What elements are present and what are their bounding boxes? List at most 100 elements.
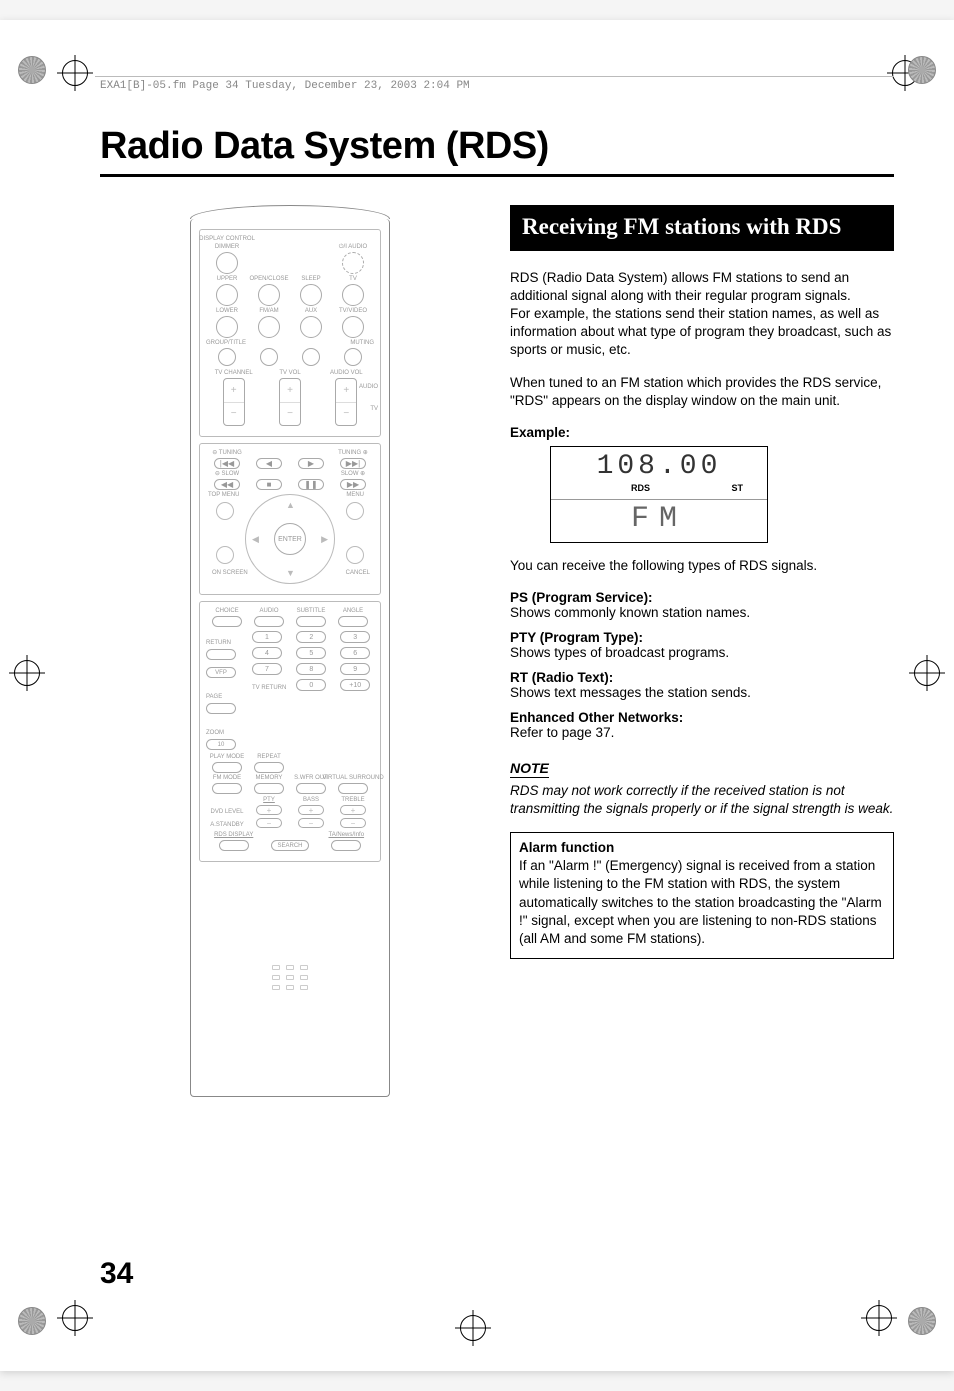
label-sleep: SLEEP <box>301 276 320 282</box>
label-tuning-down: ⊖ TUNING <box>212 450 242 456</box>
muting-button[interactable] <box>344 348 362 366</box>
playmode-button[interactable] <box>212 762 242 773</box>
label-treble: TREBLE <box>341 797 364 803</box>
memory-button[interactable] <box>254 783 284 794</box>
vsurround-button[interactable] <box>338 783 368 794</box>
play-button[interactable]: ▶ <box>298 458 324 469</box>
lower-button[interactable] <box>216 316 238 338</box>
next-group-button[interactable] <box>260 348 278 366</box>
angle-button[interactable] <box>338 616 368 627</box>
dimmer-button[interactable] <box>216 252 238 274</box>
swfrout-button[interactable] <box>296 783 326 794</box>
label-side-audio: AUDIO <box>359 384 378 390</box>
key-6[interactable]: 6 <box>340 647 370 659</box>
remote-panel-transport: ⊖ TUNING|◀◀ ◀ ▶ TUNING ⊕▶▶| ⊖ SLOW◀◀ ■ ❚… <box>199 443 381 595</box>
bass-down[interactable]: − <box>298 818 324 828</box>
key-10[interactable]: 10 <box>206 739 236 750</box>
register-mark-icon <box>866 1305 892 1331</box>
label-menu: MENU <box>346 492 364 498</box>
label-tanews: TA/News/Info <box>328 832 364 838</box>
key-3[interactable]: 3 <box>340 631 370 643</box>
dpad-down[interactable]: ▼ <box>286 568 295 578</box>
header-rule <box>95 76 894 77</box>
page-button[interactable] <box>206 703 236 714</box>
label-vsurround: VIRTUAL SURROUND <box>322 775 383 781</box>
loop-button[interactable] <box>302 348 320 366</box>
pty-up[interactable]: + <box>256 805 282 815</box>
key-1[interactable]: 1 <box>252 631 282 643</box>
signal-title: PS (Program Service): <box>510 590 894 605</box>
treble-up[interactable]: + <box>340 805 366 815</box>
cancel-button[interactable] <box>346 546 364 564</box>
subtitle-button[interactable] <box>296 616 326 627</box>
label-rdsdisplay: RDS DISPLAY <box>214 832 253 838</box>
slow-down-button[interactable]: ◀◀ <box>214 479 240 490</box>
tuning-down-button[interactable]: |◀◀ <box>214 458 240 469</box>
key-9[interactable]: 9 <box>340 663 370 675</box>
stop-button[interactable]: ■ <box>256 479 282 490</box>
prev-group-button[interactable] <box>218 348 236 366</box>
section-heading: Receiving FM stations with RDS <box>510 205 894 251</box>
key-0[interactable]: 0 <box>296 679 326 691</box>
choice-button[interactable] <box>212 616 242 627</box>
label-upper: UPPER <box>217 276 238 282</box>
key-7[interactable]: 7 <box>252 663 282 675</box>
signal-desc: Shows text messages the station sends. <box>510 685 894 700</box>
tvvideo-button[interactable] <box>342 316 364 338</box>
alarm-title: Alarm function <box>519 839 885 857</box>
dpad-right[interactable]: ▶ <box>321 534 328 545</box>
audiovol-rocker[interactable]: +− <box>335 378 357 426</box>
fmmode-button[interactable] <box>212 783 242 794</box>
tvchannel-rocker[interactable]: +− <box>223 378 245 426</box>
tvvol-rocker[interactable]: +− <box>279 378 301 426</box>
page: EXA1[B]-05.fm Page 34 Tuesday, December … <box>0 20 954 1371</box>
fmam-button[interactable] <box>258 316 280 338</box>
key-4[interactable]: 4 <box>252 647 282 659</box>
aux-button[interactable] <box>300 316 322 338</box>
sleep-button[interactable] <box>300 284 322 306</box>
title-rule <box>100 174 894 177</box>
search-button[interactable]: SEARCH <box>271 840 309 851</box>
register-mark-icon <box>62 60 88 86</box>
bass-up[interactable]: + <box>298 805 324 815</box>
text-column: Receiving FM stations with RDS RDS (Radi… <box>510 205 894 1097</box>
rev-button[interactable]: ◀ <box>256 458 282 469</box>
label-audiovol: AUDIO VOL <box>330 370 363 376</box>
tv-button[interactable] <box>342 284 364 306</box>
menu-button[interactable] <box>346 502 364 520</box>
audio-button[interactable] <box>254 616 284 627</box>
key-5[interactable]: 5 <box>296 647 326 659</box>
header-meta: EXA1[B]-05.fm Page 34 Tuesday, December … <box>100 80 470 92</box>
dpad: TOP MENU MENU ON SCREEN CANCEL ▲ ▼ <box>230 494 350 584</box>
tanews-button[interactable] <box>331 840 361 851</box>
rdsdisplay-button[interactable] <box>219 840 249 851</box>
key-8[interactable]: 8 <box>296 663 326 675</box>
tuning-up-button[interactable]: ▶▶| <box>340 458 366 469</box>
label-choice: CHOICE <box>215 608 238 614</box>
repeat-button[interactable] <box>254 762 284 773</box>
remote-illustration: DISPLAY CONTROL DIMMER ⏻/I AUDIO UPPER O… <box>100 205 480 1097</box>
example-label: Example: <box>510 424 894 442</box>
label-bass: BASS <box>303 797 319 803</box>
display-example: 108.00 RDS ST FM <box>550 446 768 543</box>
key-2[interactable]: 2 <box>296 631 326 643</box>
topmenu-button[interactable] <box>216 502 234 520</box>
signal-title: PTY (Program Type): <box>510 630 894 645</box>
upper-button[interactable] <box>216 284 238 306</box>
paragraph: RDS (Radio Data System) allows FM statio… <box>510 269 894 360</box>
key-plus10[interactable]: +10 <box>340 679 370 691</box>
pty-down[interactable]: − <box>256 818 282 828</box>
dpad-up[interactable]: ▲ <box>286 500 295 510</box>
openclose-button[interactable] <box>258 284 280 306</box>
signal-title: RT (Radio Text): <box>510 670 894 685</box>
enter-button[interactable]: ENTER <box>274 523 306 555</box>
label-lower: LOWER <box>216 308 238 314</box>
treble-down[interactable]: − <box>340 818 366 828</box>
audio-power-button[interactable] <box>342 252 364 274</box>
pause-button[interactable]: ❚❚ <box>298 479 324 490</box>
vfp-button[interactable]: VFP <box>206 667 236 678</box>
onscreen-button[interactable] <box>216 546 234 564</box>
dpad-left[interactable]: ◀ <box>252 534 259 545</box>
slow-up-button[interactable]: ▶▶ <box>340 479 366 490</box>
return-button[interactable] <box>206 649 236 660</box>
